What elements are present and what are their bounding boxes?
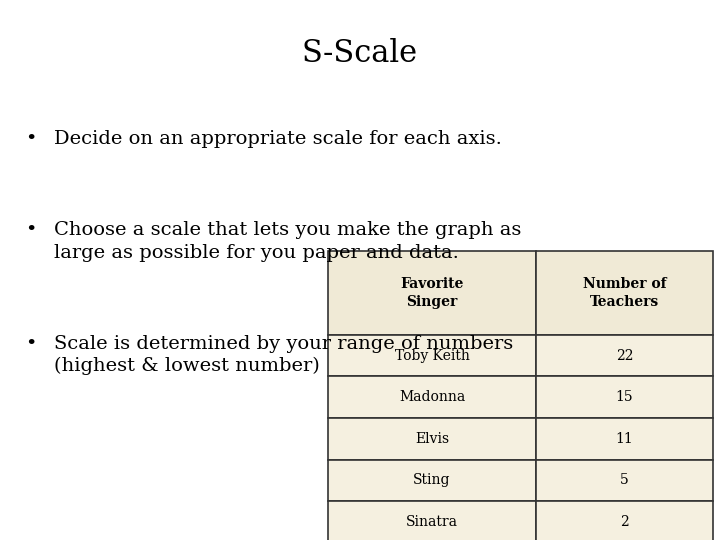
Text: S-Scale: S-Scale xyxy=(302,38,418,69)
Text: Madonna: Madonna xyxy=(399,390,465,404)
Text: Sting: Sting xyxy=(413,474,451,487)
Bar xyxy=(536,418,713,460)
Text: •: • xyxy=(25,221,37,239)
Text: •: • xyxy=(25,335,37,353)
Bar xyxy=(328,335,536,376)
Text: Favorite
Singer: Favorite Singer xyxy=(400,276,464,309)
Bar xyxy=(536,501,713,540)
Text: •: • xyxy=(25,130,37,147)
Text: Sinatra: Sinatra xyxy=(406,515,458,529)
Text: Number of
Teachers: Number of Teachers xyxy=(582,276,667,309)
Text: Decide on an appropriate scale for each axis.: Decide on an appropriate scale for each … xyxy=(54,130,502,147)
Text: 11: 11 xyxy=(616,432,634,445)
Bar xyxy=(536,251,713,335)
Bar xyxy=(328,460,536,501)
Bar xyxy=(536,335,713,376)
Text: 22: 22 xyxy=(616,349,634,362)
Text: Scale is determined by your range of numbers
(highest & lowest number): Scale is determined by your range of num… xyxy=(54,335,513,375)
Bar xyxy=(328,376,536,418)
Bar xyxy=(328,251,536,335)
Text: Elvis: Elvis xyxy=(415,432,449,445)
Bar xyxy=(536,376,713,418)
Bar xyxy=(328,501,536,540)
Text: Toby Keith: Toby Keith xyxy=(395,349,469,362)
Text: 15: 15 xyxy=(616,390,634,404)
Text: Choose a scale that lets you make the graph as
large as possible for you paper a: Choose a scale that lets you make the gr… xyxy=(54,221,521,261)
Bar xyxy=(328,418,536,460)
Text: 5: 5 xyxy=(620,474,629,487)
Bar xyxy=(536,460,713,501)
Text: 2: 2 xyxy=(620,515,629,529)
